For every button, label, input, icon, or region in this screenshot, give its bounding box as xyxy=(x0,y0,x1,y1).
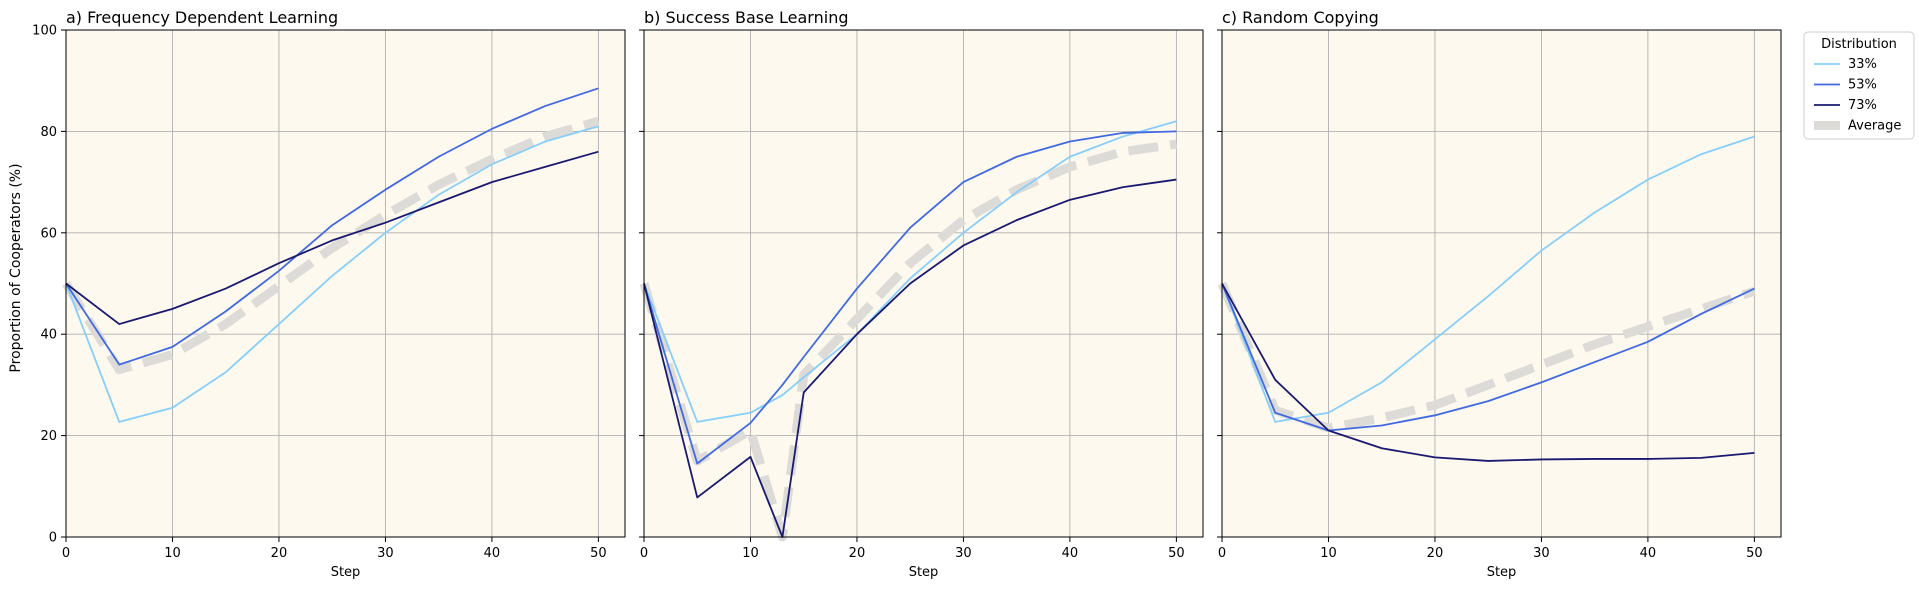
plot-frame xyxy=(643,29,1204,538)
series-line-average xyxy=(1217,281,1756,433)
x-axis-label: Step xyxy=(1487,565,1517,580)
y-tick-label: 80 xyxy=(40,125,57,140)
x-tick-label: 40 xyxy=(1062,546,1079,561)
x-tick-label: 20 xyxy=(271,546,288,561)
y-tick-label: 40 xyxy=(40,328,57,343)
x-tick-label: 40 xyxy=(1640,546,1657,561)
series-line-53-percent xyxy=(1221,283,1755,432)
series-line-average xyxy=(639,139,1178,542)
series-line-73-percent xyxy=(643,178,1177,538)
panel-2: 0 10 20 30 40 50 b) Success Base Learning Step xyxy=(639,8,1204,580)
legend-entry-label: Average xyxy=(1848,119,1901,134)
panel-1: 0 10 20 30 40 50 0 20 40 60 80 100 a) Frequency Depe… xyxy=(32,8,626,580)
x-tick-label: 30 xyxy=(955,546,972,561)
x-tick-label: 40 xyxy=(484,546,501,561)
series-line-33-percent xyxy=(1221,135,1755,423)
legend-entry-label: 53% xyxy=(1848,78,1877,93)
panel-3: 0 10 20 30 40 50 c) Random Copying Step xyxy=(1217,8,1782,580)
y-axis-label: Proportion of Cooperators (%) xyxy=(8,163,24,372)
legend: Distribution 33% 53% 73% Average xyxy=(1803,31,1915,140)
x-tick-label: 10 xyxy=(1320,546,1337,561)
x-tick-label: 0 xyxy=(62,546,70,561)
x-axis-label: Step xyxy=(331,565,361,580)
x-tick-label: 10 xyxy=(164,546,181,561)
legend-entry-label: 73% xyxy=(1848,98,1877,113)
legend-entry-label: 33% xyxy=(1848,57,1877,72)
y-tick-label: 60 xyxy=(40,226,57,241)
plot-background xyxy=(1222,30,1781,537)
series-lines xyxy=(62,87,600,423)
legend-title: Distribution xyxy=(1821,37,1897,52)
x-tick-label: 50 xyxy=(1168,546,1185,561)
series-lines xyxy=(639,120,1178,542)
x-tick-label: 20 xyxy=(849,546,866,561)
x-tick-label: 0 xyxy=(640,546,648,561)
y-tick-label: 20 xyxy=(40,429,57,444)
x-tick-label: 10 xyxy=(742,546,759,561)
series-line-53-percent xyxy=(643,130,1177,465)
x-tick-label: 30 xyxy=(1533,546,1550,561)
series-line-73-percent xyxy=(1221,283,1755,462)
series-line-53-percent xyxy=(65,87,599,366)
panel-title: b) Success Base Learning xyxy=(644,8,848,27)
series-line-73-percent xyxy=(65,150,599,325)
series-line-average xyxy=(62,116,600,375)
series-lines xyxy=(1217,135,1756,462)
legend-box xyxy=(1803,31,1915,140)
x-tick-label: 50 xyxy=(1746,546,1763,561)
plot-frame xyxy=(1221,29,1782,538)
x-tick-label: 50 xyxy=(590,546,607,561)
plot-background xyxy=(66,30,625,537)
y-tick-label: 100 xyxy=(32,24,57,39)
x-tick-label: 30 xyxy=(377,546,394,561)
y-tick-label: 0 xyxy=(49,531,57,546)
plot-frame xyxy=(65,29,626,538)
x-tick-label: 20 xyxy=(1427,546,1444,561)
panel-title: c) Random Copying xyxy=(1222,8,1379,27)
series-line-33-percent xyxy=(643,120,1177,423)
x-axis-label: Step xyxy=(909,565,939,580)
plot-background xyxy=(644,30,1203,537)
x-tick-label: 0 xyxy=(1218,546,1226,561)
series-line-33-percent xyxy=(65,125,599,423)
panel-title: a) Frequency Dependent Learning xyxy=(66,8,338,27)
